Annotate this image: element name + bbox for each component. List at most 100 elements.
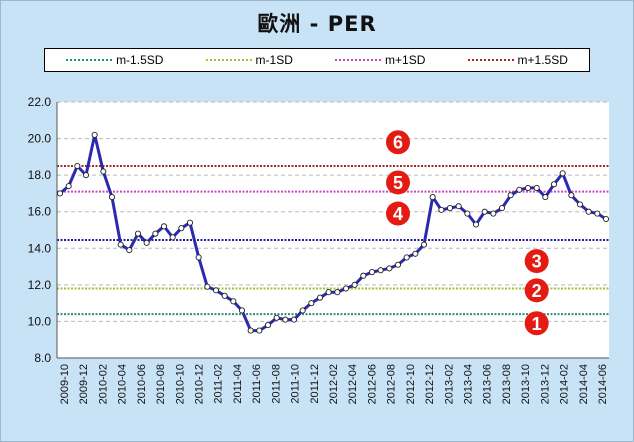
- data-point: [221, 292, 228, 299]
- legend-item-m+1sd: m+1SD: [335, 53, 425, 67]
- x-tick-label: 2012-08: [386, 364, 398, 404]
- data-point: [282, 316, 289, 323]
- data-point: [74, 162, 81, 170]
- legend-item-m+1.5sd: m+1.5SD: [467, 53, 568, 67]
- y-tick-label: 20.0: [28, 132, 52, 146]
- x-tick-label: 2009-10: [59, 364, 71, 404]
- data-point: [195, 254, 202, 261]
- legend-item-m-1sd: m-1SD: [205, 53, 293, 67]
- data-point: [481, 208, 488, 215]
- data-point: [316, 294, 324, 301]
- data-point: [368, 269, 376, 276]
- zone-marker-5: [386, 170, 410, 195]
- x-tick-label: 2010-02: [97, 364, 109, 404]
- legend-item-m-1.5sd: m-1.5SD: [66, 53, 163, 67]
- zone-marker-label: 6: [393, 133, 403, 153]
- data-point: [507, 192, 514, 199]
- x-tick-label: 2014-06: [597, 364, 609, 404]
- series-line: [59, 133, 607, 333]
- x-tick-label: 2012-10: [405, 364, 417, 404]
- data-point: [455, 203, 462, 210]
- x-tick-label: 2011-04: [232, 364, 244, 404]
- legend-swatch: [66, 59, 113, 61]
- axes: [56, 102, 609, 359]
- x-tick-label: 2011-08: [270, 364, 282, 404]
- data-point: [82, 172, 90, 179]
- data-point: [290, 316, 298, 323]
- gridlines: [57, 101, 609, 358]
- x-tick-label: 2012-06: [366, 364, 378, 404]
- x-tick-label: 2014-02: [559, 364, 571, 404]
- per-series: [56, 131, 610, 334]
- x-tick-label: 2014-04: [578, 364, 590, 404]
- x-tick-label: 2013-10: [520, 364, 532, 404]
- data-point: [550, 181, 558, 188]
- chart-legend: m-1.5SD m-1SD m+1SD m+1.5SD: [44, 48, 590, 72]
- data-point: [342, 285, 350, 292]
- zone-marker-label: 3: [532, 252, 542, 272]
- data-point: [256, 327, 263, 334]
- x-tick-label: 2013-08: [501, 364, 513, 404]
- chart-title: 歐洲 - PER: [257, 12, 377, 36]
- zone-marker-label: 4: [393, 204, 403, 224]
- zone-marker-label: 1: [532, 314, 542, 334]
- data-point: [238, 307, 246, 314]
- data-point: [420, 241, 428, 248]
- data-point: [524, 184, 532, 191]
- data-point: [108, 194, 116, 201]
- legend-swatch: [335, 59, 382, 61]
- x-tick-label: 2011-06: [251, 364, 263, 404]
- data-point: [126, 247, 133, 254]
- y-tick-labels: 8.0 10.0 12.0 14.0 16.0 18.0 20.0 22.0: [28, 95, 52, 365]
- y-tick-label: 8.0: [34, 351, 51, 365]
- data-point: [308, 300, 315, 307]
- data-point: [386, 265, 393, 272]
- zone-marker-2: [524, 278, 549, 303]
- y-tick-label: 14.0: [28, 241, 52, 255]
- x-tick-label: 2012-12: [424, 364, 436, 404]
- y-tick-label: 12.0: [28, 278, 52, 292]
- data-point: [134, 230, 142, 237]
- zone-marker-6: [386, 130, 410, 155]
- x-tick-label: 2012-02: [328, 364, 340, 404]
- data-point: [412, 250, 419, 257]
- data-point: [169, 234, 176, 241]
- x-tick-label: 2010-08: [155, 364, 167, 404]
- data-point: [178, 225, 185, 232]
- x-tick-label: 2013-04: [463, 364, 475, 404]
- data-point: [464, 210, 471, 217]
- data-point: [204, 283, 211, 290]
- zone-marker-4: [386, 201, 410, 226]
- x-tick-label: 2012-04: [347, 364, 359, 404]
- x-tick-labels: 2009-10 2009-12 2010-02 2010-04 2010-06 2010-…: [59, 364, 609, 404]
- data-point: [498, 205, 506, 212]
- data-point: [516, 186, 523, 193]
- data-point: [273, 314, 280, 321]
- plot-background: [57, 102, 609, 358]
- zone-markers: 1 2 3 4 5 6: [386, 130, 549, 336]
- data-point: [403, 254, 410, 261]
- data-point: [490, 210, 497, 217]
- zone-marker-3: [524, 249, 549, 274]
- data-point: [325, 289, 332, 296]
- data-point: [602, 215, 610, 223]
- data-point: [351, 281, 358, 288]
- data-point: [186, 219, 194, 226]
- x-tick-label: 2010-06: [136, 364, 148, 404]
- zone-marker-label: 2: [532, 281, 542, 301]
- data-point: [56, 190, 64, 197]
- y-tick-label: 16.0: [28, 205, 52, 219]
- data-point: [299, 307, 306, 314]
- data-point: [542, 194, 549, 201]
- legend-label: m+1SD: [385, 53, 426, 67]
- x-tick-label: 2013-06: [482, 364, 494, 404]
- y-tick-label: 18.0: [28, 168, 52, 182]
- data-point: [394, 261, 402, 268]
- zone-marker-label: 5: [393, 173, 403, 193]
- data-point: [533, 184, 540, 191]
- legend-label: m+1.5SD: [517, 53, 568, 67]
- x-tick-label: 2009-12: [78, 364, 90, 404]
- x-tick-label: 2010-10: [174, 364, 186, 404]
- data-point: [160, 223, 168, 230]
- y-tick-label: 22.0: [28, 95, 52, 109]
